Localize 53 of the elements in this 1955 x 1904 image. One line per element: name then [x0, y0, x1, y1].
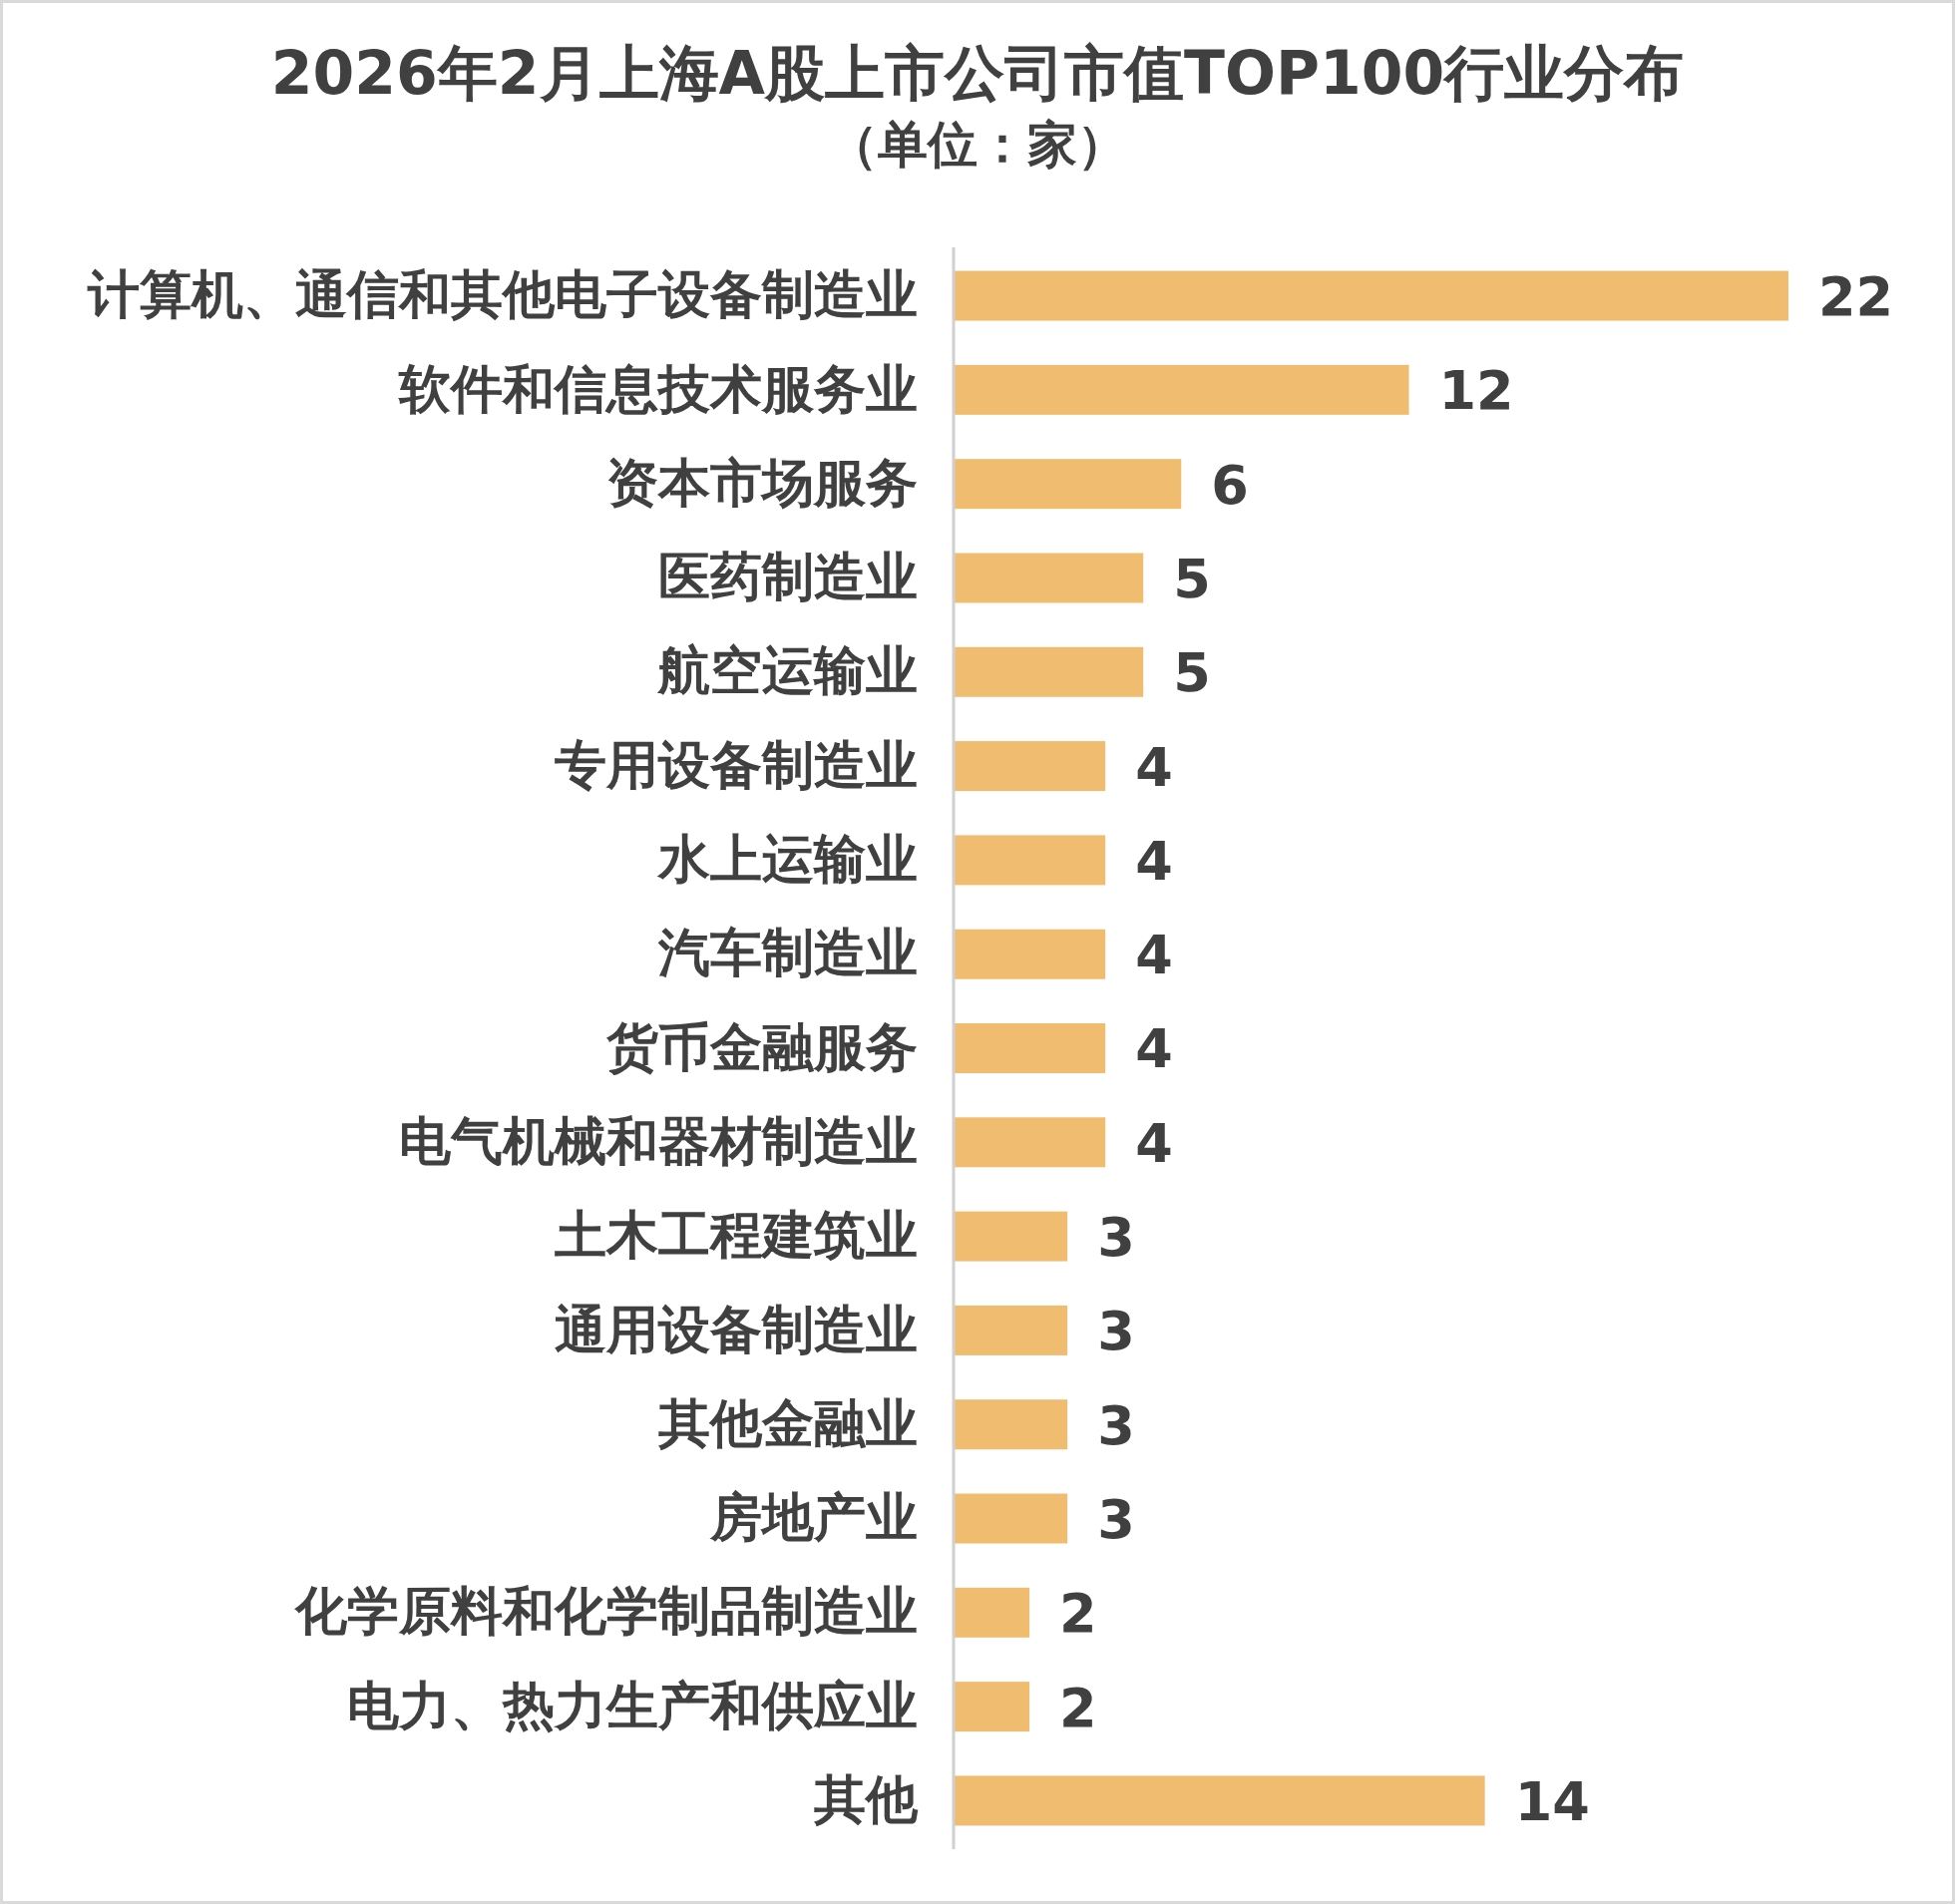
y-tick-label: 航空运输业	[656, 641, 918, 700]
y-tick-label: 水上运输业	[656, 830, 918, 889]
y-tick-label: 资本市场服务	[606, 453, 918, 512]
bar	[954, 929, 1106, 979]
y-tick-label: 计算机、通信和其他电子设备制造业	[87, 265, 918, 324]
y-tick-label: 医药制造业	[658, 548, 918, 606]
data-label: 2	[1059, 1582, 1097, 1646]
data-label: 22	[1818, 265, 1894, 329]
bar	[954, 553, 1144, 603]
bar	[954, 1493, 1068, 1544]
chart-subtitle: （单位：家）	[828, 116, 1127, 174]
bar	[954, 459, 1182, 510]
bar	[954, 364, 1409, 415]
data-label: 3	[1097, 1300, 1135, 1363]
y-tick-label: 土木工程建筑业	[555, 1206, 918, 1265]
data-label: 3	[1097, 1393, 1135, 1457]
bar	[954, 1587, 1030, 1638]
data-label: 4	[1135, 1111, 1173, 1175]
data-label: 14	[1514, 1769, 1590, 1833]
bar	[954, 835, 1106, 886]
y-tick-label: 货币金融服务	[605, 1017, 918, 1076]
bar	[954, 270, 1788, 321]
bar	[954, 1682, 1030, 1732]
bar	[954, 1023, 1106, 1073]
bar	[954, 1211, 1068, 1262]
data-label: 3	[1097, 1206, 1135, 1270]
y-tick-label: 其他	[813, 1770, 919, 1829]
y-tick-label: 汽车制造业	[657, 924, 918, 982]
data-label: 3	[1097, 1487, 1135, 1551]
data-label: 12	[1438, 359, 1514, 423]
bar	[954, 1117, 1106, 1168]
data-label: 5	[1173, 641, 1211, 705]
bar	[954, 1775, 1485, 1826]
y-tick-label: 电力、热力生产和供应业	[347, 1676, 918, 1734]
bar	[954, 741, 1106, 792]
chart-title: 2026年2月上海A股上市公司市值TOP100行业分布	[270, 38, 1685, 108]
data-label: 5	[1173, 547, 1211, 610]
bar	[954, 1305, 1068, 1355]
y-tick-label: 电气机械和器材制造业	[399, 1111, 918, 1170]
data-label: 2	[1059, 1676, 1097, 1739]
data-label: 4	[1135, 829, 1173, 893]
y-tick-label: 软件和信息技术服务业	[398, 359, 918, 418]
y-tick-label: 专用设备制造业	[555, 735, 918, 794]
y-tick-label: 化学原料和化学制品制造业	[294, 1582, 918, 1641]
y-tick-label: 房地产业	[709, 1488, 918, 1547]
bar	[954, 1399, 1068, 1450]
data-label: 4	[1135, 924, 1173, 987]
data-label: 4	[1135, 735, 1173, 799]
y-tick-label: 通用设备制造业	[555, 1300, 918, 1358]
data-label: 6	[1211, 453, 1249, 517]
y-tick-label: 其他金融业	[657, 1393, 918, 1452]
bar	[954, 646, 1144, 697]
data-label: 4	[1135, 1017, 1173, 1081]
